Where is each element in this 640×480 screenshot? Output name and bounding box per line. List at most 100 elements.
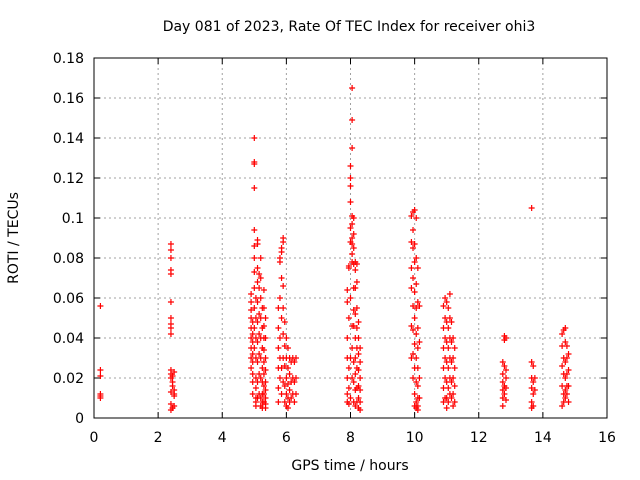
data-point [410,375,417,381]
data-point [260,359,267,365]
data-point [275,385,282,391]
data-point [562,339,569,345]
data-point [357,345,364,351]
data-point [249,391,256,397]
data-point [499,403,506,409]
data-point [559,331,566,337]
data-point [357,407,364,413]
data-point [416,375,423,381]
data-point [257,255,264,261]
data-point [291,379,298,385]
data-point [411,289,418,295]
data-point [408,239,415,245]
data-point [262,379,269,385]
data-point [559,363,566,369]
data-point [562,359,569,365]
x-tick-label: 12 [470,430,488,446]
data-point [350,323,357,329]
data-point [349,241,356,247]
data-point [262,395,269,401]
data-point [440,303,447,309]
data-point [562,325,569,331]
data-point [257,295,264,301]
data-point [414,345,421,351]
data-point [248,291,255,297]
data-point [353,279,360,285]
data-point [169,383,176,389]
data-point [259,365,266,371]
data-point [167,271,174,277]
data-point [254,279,261,285]
data-point [450,375,457,381]
data-point [256,331,263,337]
data-point [408,323,415,329]
data-point [413,379,420,385]
data-point [410,245,417,251]
data-point [167,299,174,305]
data-point [248,307,255,313]
data-point [345,265,352,271]
data-point [276,259,283,265]
data-point [283,391,290,397]
data-point [262,367,269,373]
data-point [353,261,360,267]
data-point [531,375,538,381]
data-point [254,359,261,365]
data-point [565,367,572,373]
data-point [413,355,420,361]
data-point [355,395,362,401]
data-point [355,367,362,373]
data-point [443,405,450,411]
data-point [352,371,359,377]
data-point [446,315,453,321]
data-point [355,319,362,325]
data-point [286,387,293,393]
data-point [167,325,174,331]
data-point [445,399,452,405]
data-point [450,335,457,341]
data-point [413,331,420,337]
data-point [530,379,537,385]
data-point [410,303,417,309]
data-point [563,355,570,361]
data-point [414,407,421,413]
data-point [349,251,356,257]
data-point [251,305,258,311]
data-point [251,325,258,331]
data-point [416,395,423,401]
data-point [501,363,508,369]
data-point [257,275,264,281]
data-point [252,385,259,391]
data-point [416,339,423,345]
data-point [349,221,356,227]
data-point [167,315,174,321]
data-point [283,375,290,381]
x-tick-label: 4 [218,430,227,446]
y-tick-label: 0.02 [53,371,84,387]
data-point [352,311,359,317]
data-point [262,335,269,341]
data-point [450,355,457,361]
data-point [413,281,420,287]
data-point [528,205,535,211]
data-point [503,367,510,373]
data-point [284,381,291,387]
data-point [349,145,356,151]
data-point [251,345,258,351]
data-point [503,397,510,403]
data-point [411,315,418,321]
data-point [260,347,267,353]
data-point [284,365,291,371]
data-point [256,285,263,291]
data-point [284,345,291,351]
data-point [503,375,510,381]
data-point [563,371,570,377]
data-point [562,387,569,393]
data-point [281,343,288,349]
y-tick-label: 0.14 [53,131,84,147]
y-tick-label: 0.1 [62,211,84,227]
data-point [251,185,258,191]
data-point [286,371,293,377]
data-point [284,405,291,411]
x-tick-label: 16 [598,430,616,446]
